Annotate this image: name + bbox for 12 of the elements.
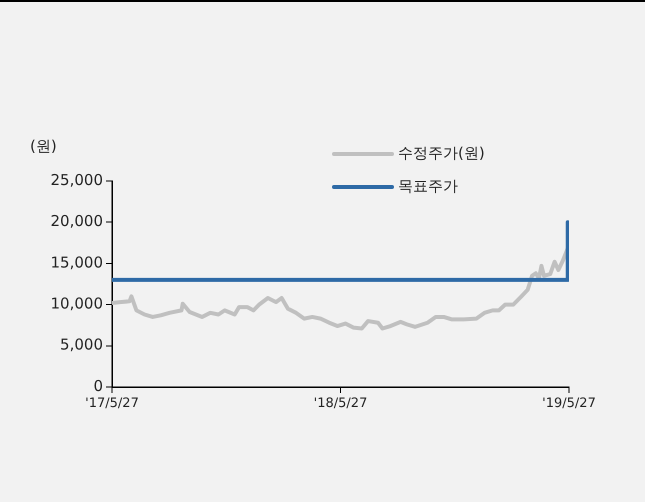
x-tick-label: '18/5/27 — [314, 396, 368, 412]
y-tick-label: 15,000 — [50, 253, 103, 272]
x-tick-label: '19/5/27 — [542, 396, 596, 412]
y-tick-label: 20,000 — [50, 212, 103, 230]
legend-label: 목표주가 — [398, 177, 458, 196]
y-tick-label: 25,000 — [50, 170, 103, 189]
x-tick-label: '17/5/27 — [85, 396, 139, 412]
y-tick-label: 0 — [93, 376, 103, 395]
legend-label: 수정주가(원) — [398, 144, 485, 163]
y-tick-label: 10,000 — [50, 294, 103, 312]
y-axis-title: (원) — [30, 137, 57, 156]
y-tick-label: 5,000 — [60, 336, 103, 354]
